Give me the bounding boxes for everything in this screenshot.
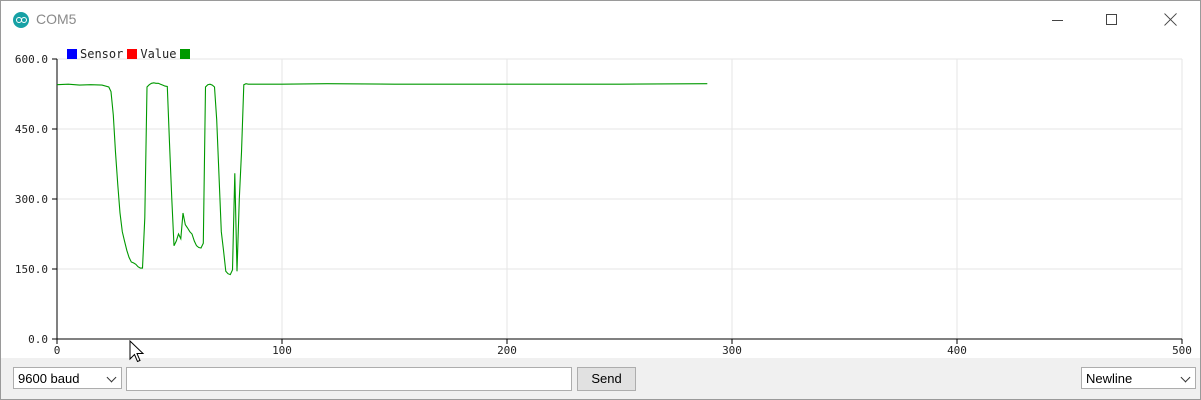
legend-label: Sensor (80, 47, 124, 61)
legend-item-value: Value (127, 47, 176, 61)
legend-swatch (127, 49, 138, 59)
line-ending-select[interactable]: Newline (1081, 367, 1196, 389)
y-tick-label: 150.0 (15, 263, 48, 276)
chevron-down-icon (1180, 372, 1191, 383)
baud-rate-value: 9600 baud (18, 371, 80, 386)
maximize-icon (1106, 14, 1117, 25)
mouse-cursor-icon (129, 340, 145, 363)
y-tick-label: 450.0 (15, 123, 48, 136)
x-tick-label: 100 (272, 344, 292, 357)
x-tick-label: 200 (497, 344, 517, 357)
y-tick-label: 300.0 (15, 193, 48, 206)
title-bar: COM5 (1, 1, 1200, 39)
window-title: COM5 (36, 11, 77, 27)
bottom-toolbar: 9600 baud Send Newline (1, 358, 1200, 399)
send-input[interactable] (126, 367, 572, 391)
minimize-button[interactable] (1034, 1, 1080, 39)
close-icon (1163, 12, 1179, 28)
legend-item-series3 (180, 49, 193, 59)
send-button[interactable]: Send (577, 367, 636, 391)
series-line (56, 82, 708, 276)
legend-label: Value (140, 47, 177, 61)
legend-item-sensor: Sensor (67, 47, 123, 61)
arduino-icon (13, 12, 29, 28)
legend-swatch (67, 49, 77, 59)
legend-swatch (180, 49, 191, 59)
x-tick-label: 500 (1172, 344, 1192, 357)
chevron-down-icon (106, 372, 117, 383)
x-tick-label: 300 (722, 344, 742, 357)
legend: Sensor Value (67, 47, 197, 61)
maximize-button[interactable] (1088, 1, 1134, 39)
baud-rate-select[interactable]: 9600 baud (13, 367, 122, 389)
line-chart: 0 100 200 300 400 500 0.0 150.0 300.0 450.0 600.0 (15, 53, 1192, 357)
minimize-icon (1052, 20, 1063, 21)
line-ending-value: Newline (1086, 371, 1133, 386)
close-button[interactable] (1147, 1, 1193, 39)
plot-area: 0 100 200 300 400 500 0.0 150.0 300.0 450.0 600.0 … (1, 39, 1200, 358)
y-tick-label: 0.0 (28, 333, 48, 346)
y-tick-label: 600.0 (15, 53, 48, 66)
x-tick-label: 0 (54, 344, 61, 357)
x-tick-label: 400 (947, 344, 967, 357)
